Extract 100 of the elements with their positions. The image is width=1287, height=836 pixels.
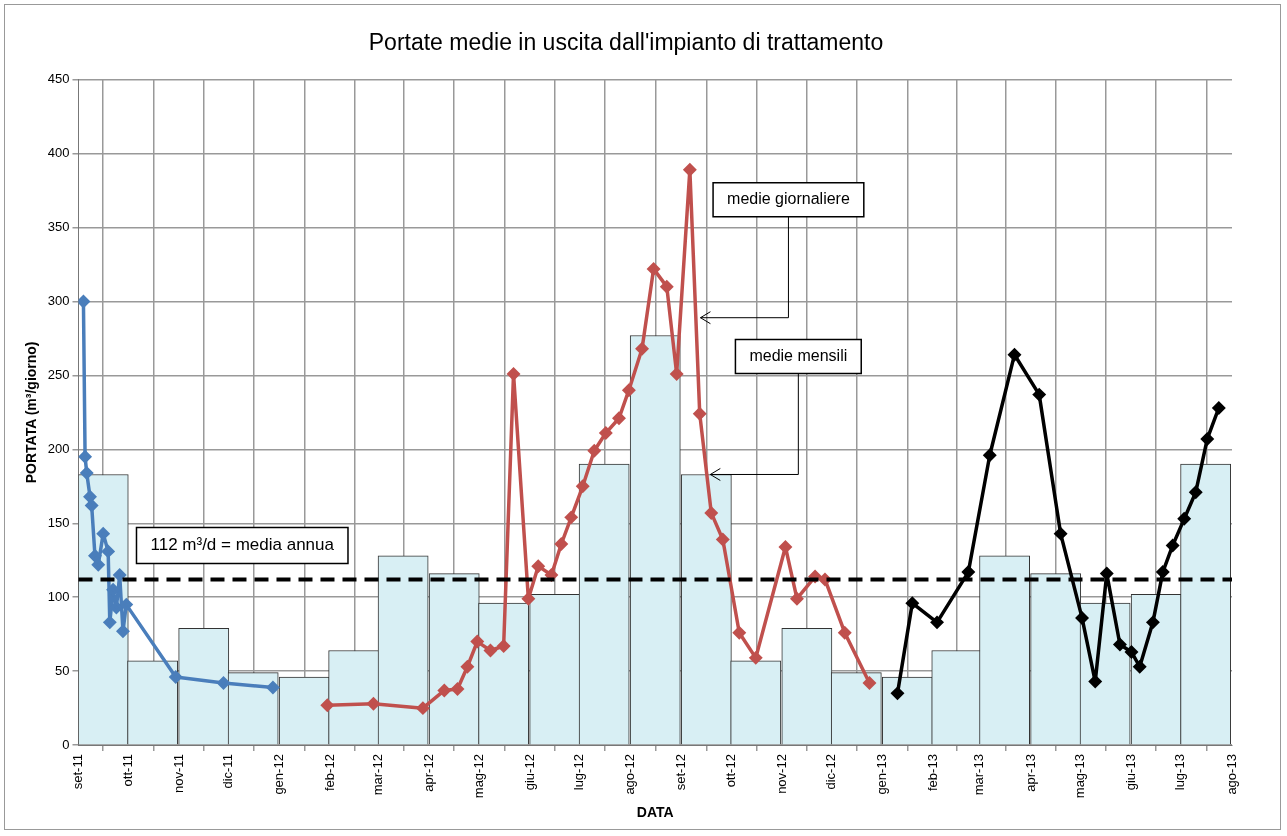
point (1189, 485, 1202, 499)
point (451, 682, 464, 696)
y-tick-label: 300 (47, 293, 70, 309)
point (906, 596, 919, 610)
point (78, 295, 90, 308)
point (78, 450, 92, 463)
point (1088, 675, 1102, 688)
point (588, 444, 601, 458)
x-tick-label: mag-13 (1071, 754, 1087, 799)
point (471, 635, 484, 648)
annotation: medie mensili (749, 346, 848, 364)
point (1133, 660, 1146, 673)
y-axis-title: PORTATA (m³/giorno) (23, 341, 40, 484)
annotation: medie giornaliere (727, 190, 850, 208)
point (599, 426, 613, 440)
point (497, 639, 510, 653)
point (555, 537, 568, 551)
x-tick-label: mar-12 (369, 754, 385, 796)
chart-title: Portate medie in uscita dall'impianto di trattamento (368, 29, 884, 56)
x-tick-label: lug-13 (1172, 754, 1188, 791)
point (266, 681, 280, 694)
point (461, 660, 474, 673)
point (930, 616, 944, 629)
point (612, 412, 626, 425)
point (733, 626, 746, 639)
point (962, 565, 975, 579)
point (683, 163, 697, 177)
point (1212, 401, 1226, 415)
point (507, 367, 520, 381)
point (1177, 512, 1191, 526)
x-tick-label: feb-12 (322, 754, 338, 791)
x-tick-label: ago-13 (1223, 754, 1239, 795)
point (622, 383, 636, 397)
point (532, 559, 545, 573)
ref-line-label: 112 m³/d = media annua (150, 535, 335, 555)
point (1156, 565, 1170, 579)
y-tick-label: 350 (47, 219, 70, 235)
point (96, 527, 110, 540)
x-tick-label: feb-13 (925, 754, 941, 791)
point (863, 676, 876, 690)
point (660, 280, 674, 293)
point (1100, 567, 1114, 580)
point (80, 466, 93, 480)
x-tick-label: nov-12 (773, 754, 789, 794)
point (522, 592, 535, 605)
point (85, 499, 98, 512)
x-tick-label: set-12 (673, 754, 689, 791)
x-tick-label: gen-13 (874, 754, 890, 795)
x-tick-label: ott-12 (722, 754, 738, 788)
point (1166, 539, 1179, 552)
point (103, 616, 117, 629)
point (564, 511, 578, 524)
point (716, 533, 730, 546)
point (635, 342, 649, 356)
point (576, 480, 589, 493)
x-tick-label: ott-11 (119, 754, 135, 787)
point (749, 651, 763, 665)
y-tick-label: 150 (47, 514, 70, 530)
point (367, 697, 380, 710)
x-tick-label: giu-12 (521, 754, 537, 791)
point (1054, 527, 1067, 540)
point (983, 449, 997, 462)
y-tick-label: 50 (55, 662, 70, 678)
x-tick-label: mag-12 (470, 754, 486, 799)
point (416, 701, 430, 715)
x-tick-label: ago-12 (622, 754, 638, 795)
x-tick-label: apr-12 (421, 754, 437, 792)
point (670, 367, 683, 381)
x-tick-label: mar-13 (971, 754, 987, 796)
x-axis-title: DATA (636, 804, 674, 821)
x-tick-label: lug-12 (571, 754, 587, 791)
point (88, 549, 102, 563)
y-tick-label: 100 (47, 588, 70, 604)
point (693, 407, 706, 421)
point (321, 698, 334, 712)
y-tick-label: 200 (47, 440, 70, 456)
x-tick-label: set-11 (70, 754, 86, 790)
x-tick-label: dic-12 (823, 754, 839, 790)
point (705, 506, 718, 520)
point (113, 568, 126, 582)
y-tick-label: 0 (62, 736, 70, 752)
x-tick-label: apr-13 (1022, 754, 1038, 792)
y-tick-label: 450 (47, 71, 70, 87)
point (790, 592, 804, 605)
point (217, 676, 230, 690)
point (1032, 388, 1046, 401)
point (169, 670, 182, 684)
point (83, 490, 97, 503)
point (484, 644, 497, 657)
point (647, 262, 660, 276)
point (1008, 348, 1021, 361)
x-tick-label: gen-12 (271, 754, 287, 795)
point (838, 626, 851, 639)
x-tick-label: dic-11 (220, 754, 236, 789)
point (1125, 645, 1138, 659)
point (101, 545, 115, 558)
y-tick-label: 400 (47, 145, 70, 161)
y-tick-label: 250 (47, 366, 70, 382)
x-tick-label: nov-11 (170, 754, 186, 793)
x-tick-label: giu-13 (1123, 754, 1139, 791)
